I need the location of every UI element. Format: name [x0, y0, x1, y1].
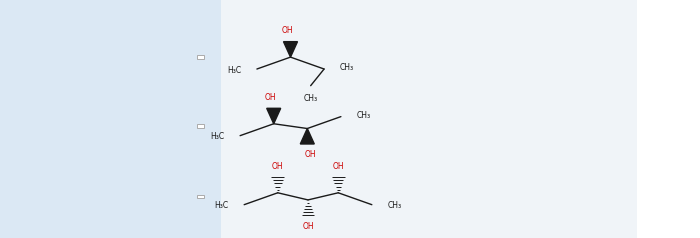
Text: OH: OH	[302, 222, 314, 231]
Bar	[637, 0, 700, 238]
Bar	[220, 0, 637, 238]
Text: CH₃: CH₃	[356, 111, 370, 120]
Bar	[197, 124, 204, 128]
Text: H₃C: H₃C	[228, 66, 241, 75]
Text: OH: OH	[272, 162, 284, 171]
Polygon shape	[300, 129, 314, 144]
Bar	[197, 55, 204, 59]
Text: CH₃: CH₃	[304, 94, 318, 103]
Text: CH₃: CH₃	[340, 63, 354, 72]
Text: CH₃: CH₃	[387, 201, 401, 210]
Text: OH: OH	[281, 26, 293, 35]
Text: H₃C: H₃C	[215, 201, 229, 210]
Bar	[197, 195, 204, 198]
Text: OH: OH	[305, 150, 316, 159]
Polygon shape	[284, 42, 298, 57]
Text: OH: OH	[265, 93, 276, 102]
Polygon shape	[267, 108, 281, 124]
Text: H₃C: H₃C	[211, 132, 225, 141]
Bar	[0, 0, 220, 238]
Text: OH: OH	[332, 162, 344, 171]
